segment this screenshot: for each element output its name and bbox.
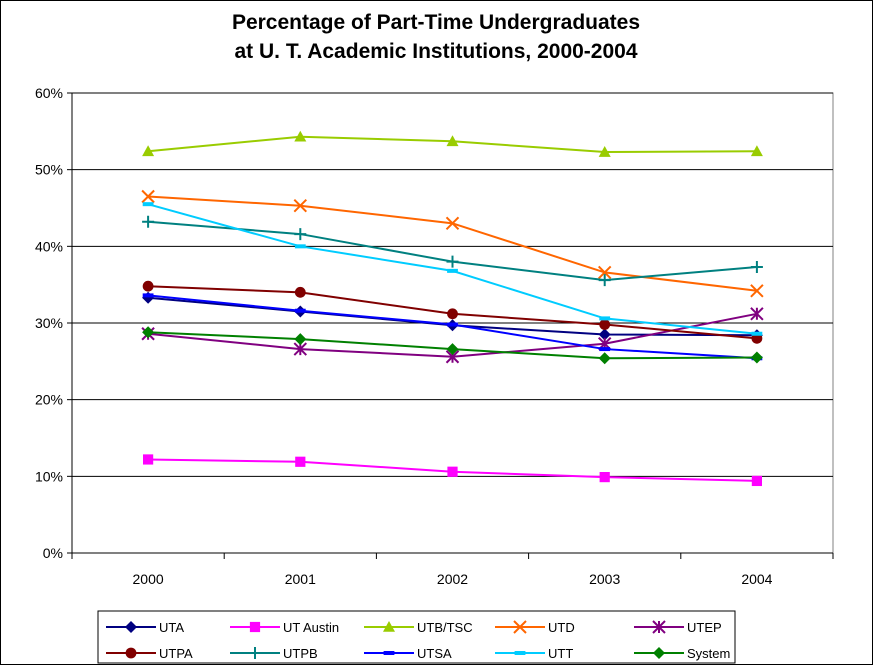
data-point <box>383 621 395 632</box>
legend-item: UT Austin <box>230 620 339 635</box>
data-point <box>447 308 458 320</box>
data-point <box>513 620 527 634</box>
data-point <box>447 268 458 273</box>
data-point <box>751 475 762 487</box>
data-point <box>751 331 763 336</box>
data-point <box>652 620 666 634</box>
data-point <box>599 316 611 321</box>
data-point <box>294 308 306 313</box>
data-point <box>142 215 155 228</box>
data-point <box>599 347 611 352</box>
data-point <box>599 319 611 330</box>
data-point <box>598 146 611 157</box>
y-tick-label: 40% <box>35 238 63 254</box>
legend-item: UTA <box>106 620 184 635</box>
y-tick-label: 60% <box>35 85 63 101</box>
legend-label: UTPA <box>159 646 193 661</box>
legend-item: UTD <box>495 620 575 635</box>
series-utd <box>141 189 764 298</box>
series-utb-tsc <box>142 130 763 157</box>
legend-label: UTD <box>548 620 575 635</box>
data-point <box>142 202 154 207</box>
series-utpb <box>142 215 763 287</box>
series-ut-austin <box>143 454 762 487</box>
data-point <box>143 454 154 465</box>
legend-label: UT Austin <box>283 620 339 635</box>
data-point <box>295 456 306 467</box>
data-point <box>514 651 526 655</box>
legend-item: UTPB <box>230 646 318 661</box>
legend-item: System <box>634 646 730 661</box>
y-tick-label: 30% <box>35 315 63 331</box>
data-point <box>653 647 665 659</box>
data-point <box>599 472 610 483</box>
data-point <box>750 261 763 274</box>
series-lines <box>141 130 764 487</box>
data-point <box>249 647 261 659</box>
data-point <box>294 130 307 142</box>
x-tick-label: 2000 <box>133 571 164 587</box>
series-utpa <box>142 280 763 344</box>
data-point <box>750 145 763 157</box>
data-point <box>750 284 764 298</box>
data-point <box>142 326 155 339</box>
legend-box <box>97 610 736 664</box>
data-point <box>597 265 612 280</box>
legend: UTA UT Austin UTB/TSC UTD UTEP UTPA UTPB UTSA UT… <box>106 620 730 661</box>
data-point <box>125 647 137 659</box>
y-tick-label: 0% <box>43 545 63 561</box>
data-point <box>447 466 458 477</box>
data-point <box>598 328 611 341</box>
data-point <box>750 307 764 321</box>
x-tick-label: 2001 <box>285 571 316 587</box>
legend-label: UTB/TSC <box>417 620 473 635</box>
axes: 0% 10% 20% 30% 40% 50% 60% 2000 2001 2002 2003 2004 <box>35 85 834 587</box>
data-point <box>294 286 306 298</box>
legend-label: System <box>687 646 730 661</box>
y-tick-label: 20% <box>35 392 63 408</box>
data-point <box>598 274 611 287</box>
data-point <box>446 343 459 356</box>
legend-item: UTSA <box>364 646 452 661</box>
x-tick-label: 2004 <box>741 571 772 587</box>
x-tick-label: 2003 <box>589 571 620 587</box>
legend-item: UTEP <box>634 620 722 635</box>
data-point <box>446 255 459 268</box>
data-point <box>447 322 458 327</box>
legend-label: UTSA <box>417 646 452 661</box>
data-point <box>294 244 306 249</box>
data-point <box>293 198 308 213</box>
data-point <box>598 352 611 365</box>
legend-label: UTEP <box>687 620 722 635</box>
data-point <box>125 621 137 633</box>
data-point <box>294 228 307 241</box>
x-tick-label: 2002 <box>437 571 468 587</box>
legend-label: UTPB <box>283 646 318 661</box>
series-system <box>142 326 763 365</box>
chart-title-line-1: Percentage of Part-Time Undergraduates <box>232 11 640 34</box>
data-point <box>294 333 307 346</box>
data-point <box>142 280 154 292</box>
series-utt <box>142 202 763 336</box>
legend-item: UTPA <box>106 646 193 661</box>
data-point <box>446 135 459 147</box>
chart-title-line-2: at U. T. Academic Institutions, 2000-200… <box>234 40 637 63</box>
legend-item: UTT <box>495 646 573 661</box>
data-point <box>383 651 395 655</box>
y-tick-label: 50% <box>35 162 63 178</box>
data-point <box>750 351 763 364</box>
data-point <box>142 145 155 157</box>
data-point <box>249 621 261 633</box>
data-point <box>445 216 460 231</box>
legend-item: UTB/TSC <box>364 620 473 635</box>
legend-label: UTA <box>159 620 184 635</box>
data-point <box>141 189 155 204</box>
data-point <box>142 293 154 298</box>
y-tick-label: 10% <box>35 468 63 484</box>
legend-label: UTT <box>548 646 573 661</box>
